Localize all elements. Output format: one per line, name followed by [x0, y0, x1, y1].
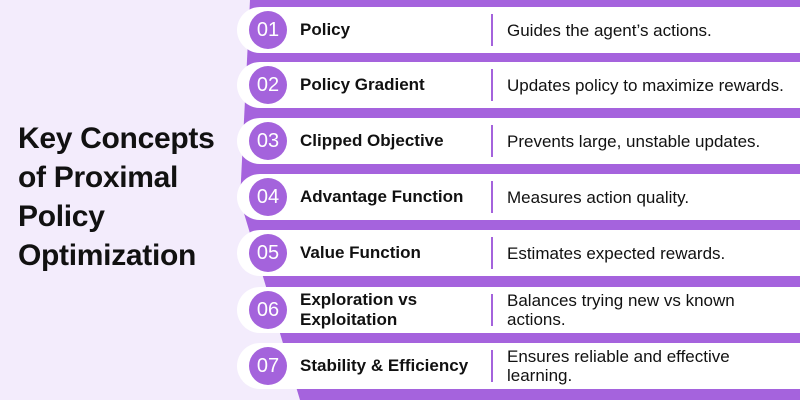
number-badge: 02	[249, 66, 287, 104]
divider	[491, 181, 493, 213]
concept-row: 01 Policy Guides the agent’s actions.	[237, 7, 800, 53]
divider	[491, 125, 493, 157]
number-badge: 03	[249, 122, 287, 160]
concept-row: 03 Clipped Objective Prevents large, unsta…	[237, 118, 800, 164]
concept-name: Stability & Efficiency	[300, 356, 469, 375]
concept-description: Measures action quality.	[507, 187, 690, 207]
number-badge: 04	[249, 178, 287, 216]
concept-description: Balances trying new vs known actions.	[507, 291, 735, 329]
concept-row: 02 Policy Gradient Updates policy to maxim…	[237, 62, 800, 108]
divider	[491, 237, 493, 269]
concept-name: Exploration vs Exploitation	[300, 290, 418, 329]
concept-name: Advantage Function	[300, 187, 464, 206]
concept-row: 04 Advantage Function Measures action qual…	[237, 174, 800, 220]
concept-description: Ensures reliable and effective learning.	[507, 347, 730, 385]
number-badge: 06	[249, 291, 287, 329]
number-badge: 05	[249, 234, 287, 272]
concept-description: Updates policy to maximize rewards.	[507, 75, 784, 95]
divider	[491, 350, 493, 382]
divider	[491, 294, 493, 326]
concept-name: Policy Gradient	[300, 75, 425, 94]
concept-row: 07 Stability & Efficiency Ensures reliable…	[237, 343, 800, 389]
concept-name: Value Function	[300, 243, 421, 262]
concept-description: Guides the agent’s actions.	[507, 20, 712, 40]
concept-name: Policy	[300, 20, 351, 39]
divider	[491, 69, 493, 101]
concept-row: 06 Exploration vs Exploitation Balances tr…	[237, 287, 800, 333]
concept-row: 05 Value Function Estimates expected rewar…	[237, 230, 800, 276]
concept-description: Estimates expected rewards.	[507, 243, 726, 263]
number-badge: 07	[249, 347, 287, 385]
page-title: Key Concepts of Proximal Policy Optimiza…	[18, 122, 215, 272]
concept-description: Prevents large, unstable updates.	[507, 131, 761, 151]
divider	[491, 14, 493, 46]
number-badge: 01	[249, 11, 287, 49]
concept-name: Clipped Objective	[300, 131, 444, 150]
